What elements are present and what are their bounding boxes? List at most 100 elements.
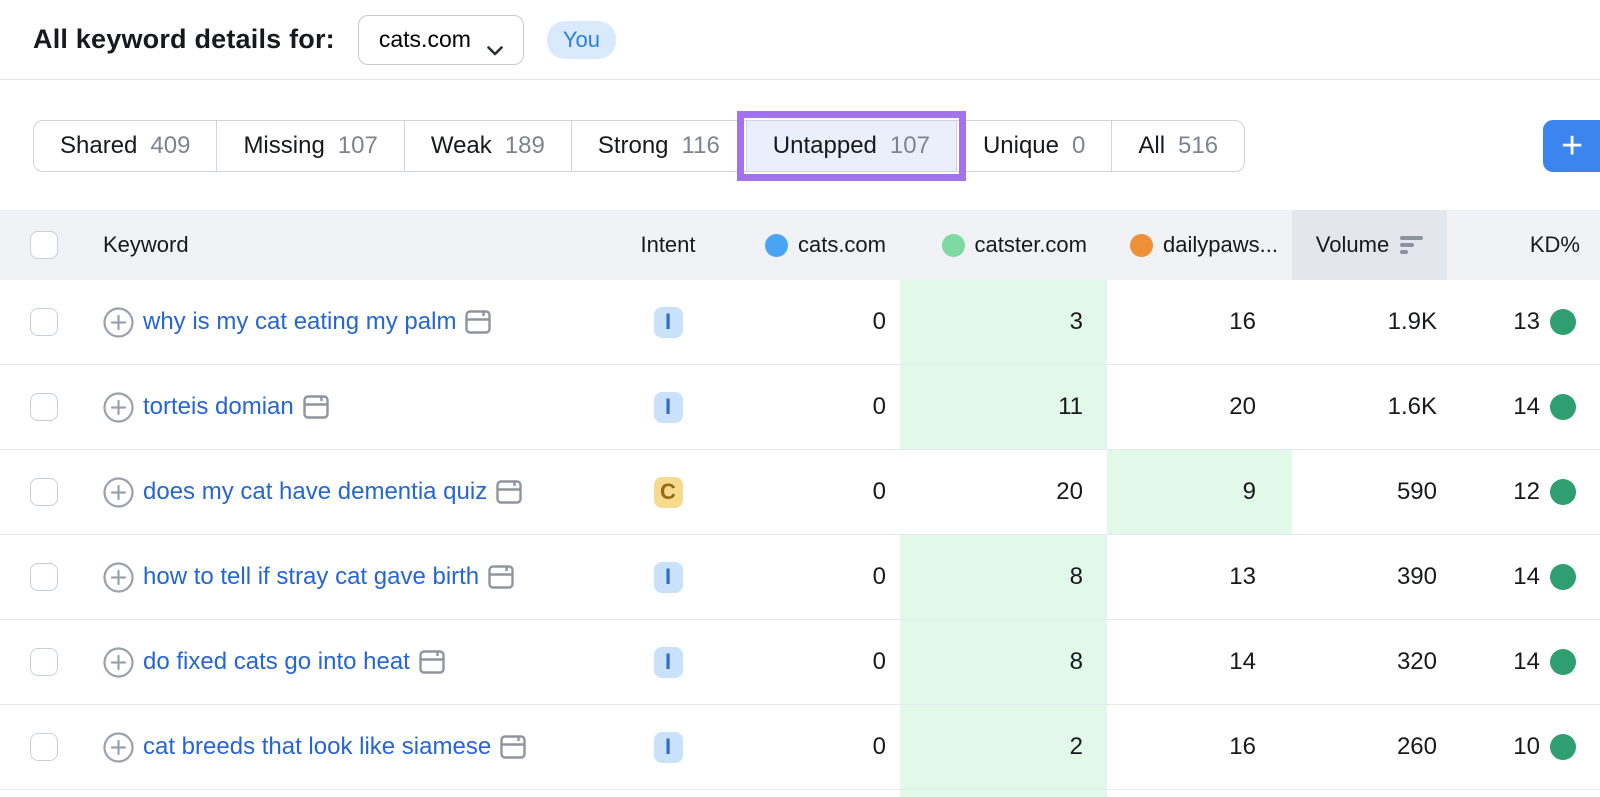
dailypaws-position: 14 bbox=[1229, 648, 1256, 675]
page-header: All keyword details for: cats.com You bbox=[0, 0, 1600, 80]
kd-difficulty-dot bbox=[1550, 564, 1576, 590]
row-checkbox[interactable] bbox=[30, 733, 58, 761]
serp-features-icon[interactable] bbox=[496, 480, 522, 504]
intent-badge: I bbox=[653, 561, 683, 593]
kd-value: 14 bbox=[1513, 648, 1540, 675]
catster-com-position: 3 bbox=[900, 280, 1107, 364]
tab-shared[interactable]: Shared 409 bbox=[33, 120, 218, 172]
serp-features-icon[interactable] bbox=[303, 395, 329, 419]
plus-icon: + bbox=[1561, 125, 1584, 167]
column-header-dailypaws[interactable]: dailypaws... bbox=[1107, 210, 1292, 280]
volume-value: 320 bbox=[1396, 648, 1437, 675]
tab-group: Shared 409 Missing 107 Weak 189 Strong 1… bbox=[33, 111, 1600, 181]
volume-value: 260 bbox=[1396, 733, 1437, 760]
catster-com-position: 20 bbox=[1056, 478, 1083, 505]
row-checkbox[interactable] bbox=[30, 648, 58, 676]
tab-count: 0 bbox=[1072, 132, 1086, 159]
kd-cell: 13 bbox=[1447, 280, 1600, 364]
tab-label: Shared bbox=[60, 132, 138, 159]
tab-label: Unique bbox=[982, 132, 1059, 159]
domain-selector[interactable]: cats.com bbox=[357, 14, 524, 65]
kd-difficulty-dot bbox=[1550, 309, 1576, 335]
serp-features-icon[interactable] bbox=[419, 650, 445, 674]
tab-untapped[interactable]: Untapped 107 bbox=[736, 111, 966, 181]
table-row: does my cat have dementia quiz C 0 20 9 … bbox=[0, 450, 1600, 535]
keyword-link[interactable]: why is my cat eating my palm bbox=[143, 308, 457, 335]
chevron-down-icon bbox=[487, 35, 503, 55]
tab-label: Untapped bbox=[772, 132, 877, 159]
tab-unique[interactable]: Unique 0 bbox=[955, 120, 1113, 172]
table-header: Keyword Intent cats.com catster.com dail… bbox=[0, 210, 1600, 280]
volume-value: 590 bbox=[1396, 478, 1437, 505]
kd-cell: 14 bbox=[1447, 620, 1600, 704]
tab-count: 516 bbox=[1178, 132, 1219, 159]
volume-value: 390 bbox=[1396, 563, 1437, 590]
cats-com-position: 0 bbox=[872, 308, 886, 335]
intent-badge: I bbox=[653, 306, 683, 338]
dailypaws-position: 13 bbox=[1229, 563, 1256, 590]
row-checkbox[interactable] bbox=[30, 393, 58, 421]
intent-badge: C bbox=[653, 476, 683, 508]
add-to-list-icon[interactable] bbox=[103, 731, 134, 763]
cats-com-dot-icon bbox=[764, 233, 788, 257]
add-to-list-icon[interactable] bbox=[103, 306, 134, 338]
add-to-list-icon[interactable] bbox=[103, 646, 134, 678]
tab-all[interactable]: All 516 bbox=[1111, 120, 1246, 172]
column-header-volume[interactable]: Volume bbox=[1292, 210, 1447, 280]
catster-com-position: 2 bbox=[900, 705, 1107, 789]
kd-value: 14 bbox=[1513, 563, 1540, 590]
column-header-kd[interactable]: KD% bbox=[1529, 232, 1580, 257]
keyword-link[interactable]: torteis domian bbox=[143, 393, 294, 420]
tab-label: Missing bbox=[243, 132, 325, 159]
catster-com-dot-icon bbox=[941, 233, 965, 257]
add-competitor-button[interactable]: + bbox=[1543, 120, 1600, 172]
dailypaws-position: 16 bbox=[1229, 308, 1256, 335]
partial-next-row bbox=[0, 790, 1600, 797]
tab-missing[interactable]: Missing 107 bbox=[216, 120, 405, 172]
add-to-list-icon[interactable] bbox=[103, 476, 134, 508]
table-row: how to tell if stray cat gave birth I 0 … bbox=[0, 535, 1600, 620]
kd-difficulty-dot bbox=[1550, 734, 1576, 760]
column-header-intent: Intent bbox=[640, 232, 696, 257]
add-to-list-icon[interactable] bbox=[103, 561, 134, 593]
serp-features-icon[interactable] bbox=[488, 565, 514, 589]
tab-strong[interactable]: Strong 116 bbox=[570, 120, 747, 172]
keyword-link[interactable]: how to tell if stray cat gave birth bbox=[143, 563, 480, 590]
tab-count: 116 bbox=[681, 132, 720, 159]
kd-value: 14 bbox=[1513, 393, 1540, 420]
serp-features-icon[interactable] bbox=[500, 735, 526, 759]
catster-com-position: 11 bbox=[900, 365, 1107, 449]
row-checkbox[interactable] bbox=[30, 308, 58, 336]
column-header-catster-com[interactable]: catster.com bbox=[900, 210, 1107, 280]
dailypaws-position: 16 bbox=[1229, 733, 1256, 760]
column-header-cats-com[interactable]: cats.com bbox=[718, 210, 900, 280]
tabs-row: Shared 409 Missing 107 Weak 189 Strong 1… bbox=[0, 111, 1600, 181]
serp-features-icon[interactable] bbox=[465, 310, 492, 334]
dailypaws-position: 20 bbox=[1229, 393, 1256, 420]
catster-com-position: 8 bbox=[900, 620, 1107, 704]
kd-value: 10 bbox=[1513, 733, 1540, 760]
kd-difficulty-dot bbox=[1550, 649, 1576, 675]
table-body: why is my cat eating my palm I 0 3 16 1.… bbox=[0, 280, 1600, 790]
kd-cell: 14 bbox=[1447, 365, 1600, 449]
keyword-link[interactable]: do fixed cats go into heat bbox=[143, 648, 410, 675]
volume-value: 1.9K bbox=[1387, 308, 1437, 335]
you-badge: You bbox=[546, 20, 617, 59]
cats-com-position: 0 bbox=[872, 563, 886, 590]
cats-com-position: 0 bbox=[872, 733, 886, 760]
add-to-list-icon[interactable] bbox=[103, 391, 134, 423]
row-checkbox[interactable] bbox=[30, 563, 58, 591]
keyword-link[interactable]: cat breeds that look like siamese bbox=[143, 733, 492, 760]
intent-badge: I bbox=[653, 731, 683, 763]
tab-count: 409 bbox=[150, 132, 191, 159]
kd-value: 13 bbox=[1513, 308, 1540, 335]
tab-weak[interactable]: Weak 189 bbox=[403, 120, 572, 172]
sort-descending-icon bbox=[1400, 236, 1424, 254]
table-row: do fixed cats go into heat I 0 8 14 320 … bbox=[0, 620, 1600, 705]
table-row: cat breeds that look like siamese I 0 2 … bbox=[0, 705, 1600, 790]
select-all-checkbox[interactable] bbox=[30, 231, 58, 259]
row-checkbox[interactable] bbox=[30, 478, 58, 506]
cats-com-position: 0 bbox=[872, 648, 886, 675]
keyword-link[interactable]: does my cat have dementia quiz bbox=[143, 478, 488, 505]
intent-badge: I bbox=[653, 391, 683, 423]
